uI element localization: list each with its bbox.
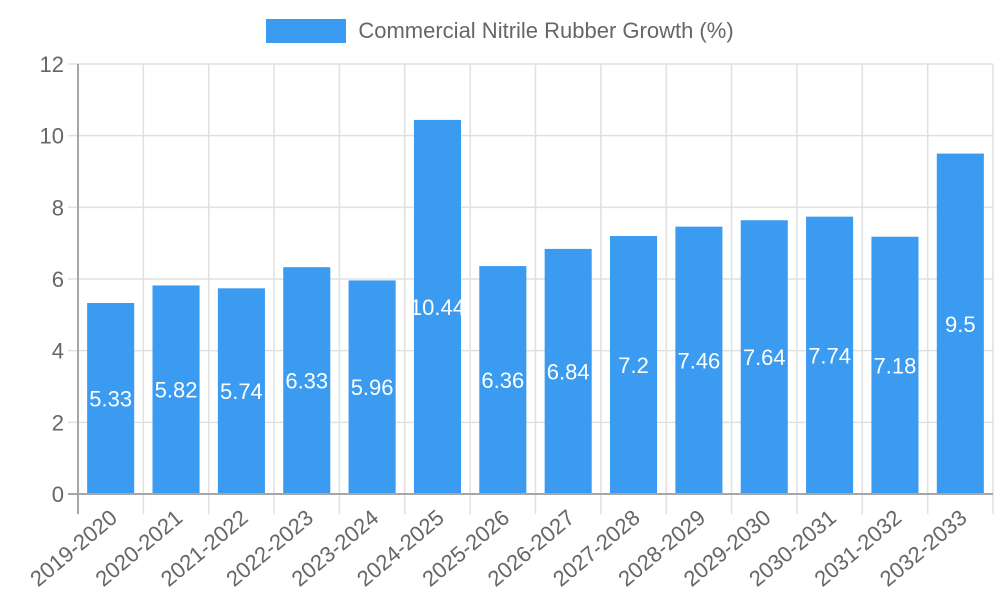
grid-lines — [78, 63, 994, 494]
bar[interactable] — [479, 266, 527, 494]
bar-value-label: 6.33 — [285, 369, 328, 394]
bar[interactable] — [740, 220, 788, 494]
bar-value-label: 9.5 — [945, 312, 976, 337]
bar-value-label: 5.96 — [351, 375, 394, 400]
chart-legend[interactable]: Commercial Nitrile Rubber Growth (%) — [0, 18, 1000, 44]
y-tick-label: 8 — [52, 195, 64, 220]
bar-value-label: 7.2 — [618, 353, 649, 378]
y-tick-label: 10 — [40, 124, 64, 149]
bar[interactable] — [87, 303, 135, 494]
bar-value-label: 7.64 — [743, 345, 786, 370]
bars — [87, 119, 984, 495]
y-tick-label: 2 — [52, 410, 64, 435]
bar[interactable] — [152, 285, 200, 494]
y-tick-label: 4 — [52, 339, 64, 364]
y-tick-label: 0 — [52, 482, 64, 507]
bar[interactable] — [348, 280, 396, 494]
bar[interactable] — [544, 248, 592, 494]
y-tick-label: 6 — [52, 267, 64, 292]
bar-value-label: 7.18 — [874, 353, 917, 378]
bar[interactable] — [936, 153, 984, 495]
bar-value-label: 7.46 — [677, 348, 720, 373]
bar-value-label: 6.36 — [481, 368, 524, 393]
legend-label[interactable]: Commercial Nitrile Rubber Growth (%) — [358, 18, 734, 43]
bar-value-label: 5.33 — [89, 387, 132, 412]
bar-value-label: 5.74 — [220, 379, 263, 404]
bar[interactable] — [283, 267, 331, 494]
legend-swatch[interactable] — [266, 19, 347, 43]
value-labels: 5.33 5.82 5.74 6.33 5.96 10.44 6.36 6.84 7.2 7.46… — [89, 295, 975, 412]
bar[interactable] — [806, 216, 854, 494]
bar[interactable] — [675, 226, 723, 494]
bar-value-label: 10.44 — [410, 295, 465, 320]
bar-value-label: 6.84 — [547, 359, 590, 384]
bar[interactable] — [871, 236, 919, 494]
bar[interactable] — [413, 119, 461, 495]
bar-value-label: 5.82 — [155, 378, 198, 403]
bar[interactable] — [610, 236, 658, 494]
y-tick-label: 12 — [40, 52, 64, 77]
bar-value-label: 7.74 — [808, 343, 851, 368]
bar[interactable] — [217, 288, 265, 494]
